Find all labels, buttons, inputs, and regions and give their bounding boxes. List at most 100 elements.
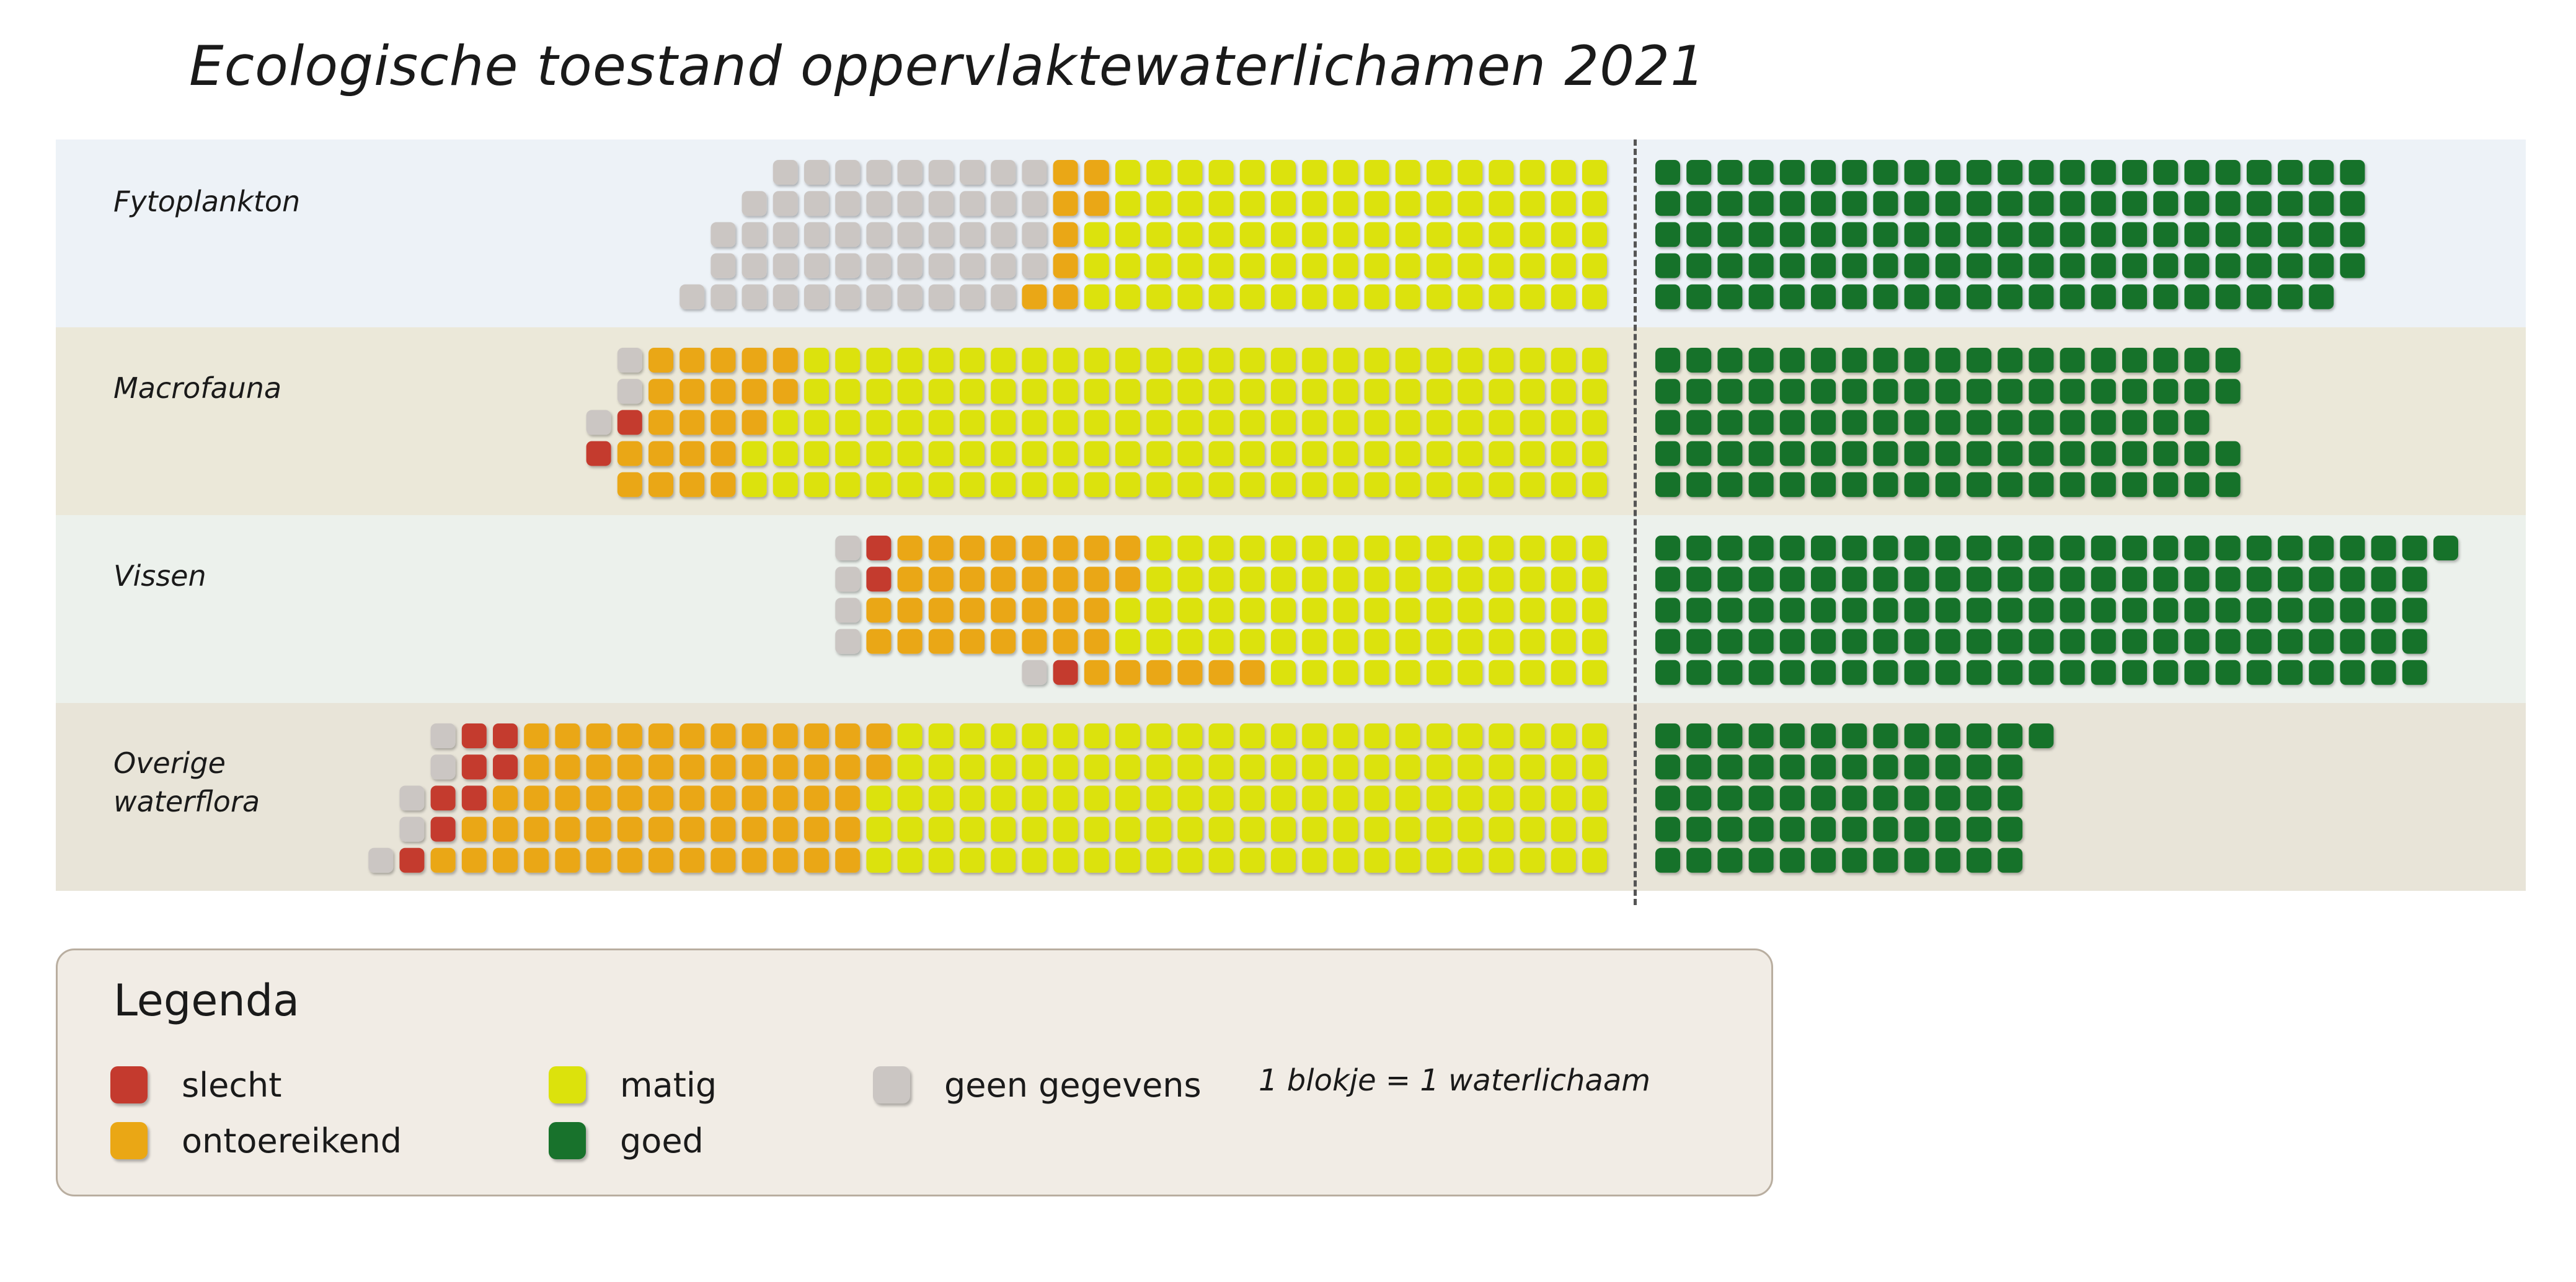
block-vissen-matig [1364,660,1389,685]
block-vissen-goed [2060,567,2085,592]
block-macrofauna-matig [1053,410,1078,435]
block-macrofauna-matig [1458,472,1483,497]
block-macrofauna-matig [1271,472,1296,497]
block-vissen-ontoereikend [928,629,954,654]
block-macrofauna-matig [835,379,861,404]
block-macrofauna-matig [804,472,829,497]
block-fytoplankton-goed [1842,222,1867,247]
block-fytoplankton-matig [1084,284,1109,309]
block-overige-waterflora-matig [1146,816,1172,842]
block-vissen-matig [1271,660,1296,685]
block-vissen-matig [1302,660,1327,685]
block-vissen-goed [2184,660,2210,685]
block-fytoplankton-matig [1458,253,1483,278]
block-vissen-goed [1811,567,1836,592]
block-vissen-matig [1302,629,1327,654]
block-overige-waterflora-goed [1935,847,1960,873]
block-vissen-goed [2122,598,2147,623]
block-macrofauna-goed [1842,410,1867,435]
block-overige-waterflora-goed [1935,723,1960,748]
block-vissen-goed [2153,536,2179,560]
row-label-vissen: Vissen [113,559,206,593]
block-overige-waterflora-ontoereikend [710,785,736,811]
block-macrofauna-matig [835,410,861,435]
block-vissen-ontoereikend [866,629,892,654]
block-overige-waterflora-matig [1458,847,1483,873]
block-fytoplankton-goed [1935,160,1960,185]
block-macrofauna-ontoereikend [679,472,705,497]
block-overige-waterflora-ontoereikend [648,754,673,780]
block-macrofauna-goed [1873,348,1898,373]
block-overige-waterflora-goed [1748,754,1774,780]
block-fytoplankton-geen-gegevens [804,160,829,185]
block-overige-waterflora-geen-gegevens [430,754,456,780]
block-overige-waterflora-goed [1873,754,1898,780]
block-vissen-matig [1302,567,1327,592]
block-vissen-goed [2184,598,2210,623]
block-fytoplankton-matig [1146,222,1172,247]
block-macrofauna-goed [1967,348,1991,373]
block-overige-waterflora-matig [1489,754,1514,780]
block-overige-waterflora-geen-gegevens [399,785,425,811]
block-macrofauna-goed [2153,348,2179,373]
block-vissen-goed [2402,660,2427,685]
block-overige-waterflora-matig [928,816,954,842]
block-fytoplankton-matig [1520,160,1545,185]
block-overige-waterflora-matig [1115,847,1140,873]
block-fytoplankton-goed [1935,191,1960,216]
block-macrofauna-matig [1395,379,1420,404]
block-overige-waterflora-goed [1842,754,1867,780]
block-overige-waterflora-matig [1208,723,1234,748]
block-overige-waterflora-matig [1395,847,1420,873]
block-macrofauna-matig [991,441,1016,466]
block-fytoplankton-goed [1842,160,1867,185]
block-vissen-goed [2122,536,2147,560]
block-overige-waterflora-ontoereikend [772,816,798,842]
block-macrofauna-goed [1842,472,1867,497]
block-macrofauna-matig [1239,410,1265,435]
block-vissen-goed [1967,598,1991,623]
block-overige-waterflora-ontoereikend [617,847,642,873]
block-macrofauna-goed [1935,441,1960,466]
block-overige-waterflora-ontoereikend [555,723,580,748]
block-fytoplankton-geen-gegevens [897,253,923,278]
block-vissen-matig [1520,598,1545,623]
block-macrofauna-goed [2060,441,2085,466]
block-macrofauna-goed [2184,441,2210,466]
block-macrofauna-matig [1582,410,1607,435]
block-vissen-goed [2122,629,2147,654]
block-overige-waterflora-ontoereikend [804,785,829,811]
block-vissen-geen-gegevens [835,536,861,560]
block-macrofauna-goed [2029,472,2054,497]
block-vissen-matig [1427,598,1451,623]
block-macrofauna-matig [1208,348,1234,373]
block-vissen-matig [1551,567,1576,592]
block-macrofauna-matig [897,472,923,497]
block-vissen-ontoereikend [1177,660,1203,685]
block-vissen-goed [2029,567,2054,592]
block-overige-waterflora-ontoereikend [772,754,798,780]
block-overige-waterflora-goed [1779,723,1805,748]
block-vissen-matig [1239,567,1265,592]
block-macrofauna-matig [1458,441,1483,466]
block-fytoplankton-matig [1208,284,1234,309]
block-macrofauna-matig [960,441,985,466]
block-macrofauna-goed [2153,441,2179,466]
block-fytoplankton-matig [1115,222,1140,247]
block-fytoplankton-matig [1458,191,1483,216]
block-overige-waterflora-matig [1582,785,1607,811]
block-overige-waterflora-ontoereikend [555,816,580,842]
block-vissen-goed [2060,629,2085,654]
block-macrofauna-goed [1904,379,1929,404]
block-macrofauna-matig [928,472,954,497]
block-vissen-goed [1811,629,1836,654]
block-vissen-matig [1146,536,1172,560]
row-label-macrofauna: Macrofauna [113,371,282,405]
block-overige-waterflora-matig [960,754,985,780]
block-vissen-goed [1686,567,1712,592]
block-fytoplankton-goed [1873,253,1898,278]
block-macrofauna-goed [2091,441,2116,466]
block-overige-waterflora-matig [1084,816,1109,842]
block-macrofauna-matig [1582,379,1607,404]
block-macrofauna-geen-gegevens [586,410,611,435]
